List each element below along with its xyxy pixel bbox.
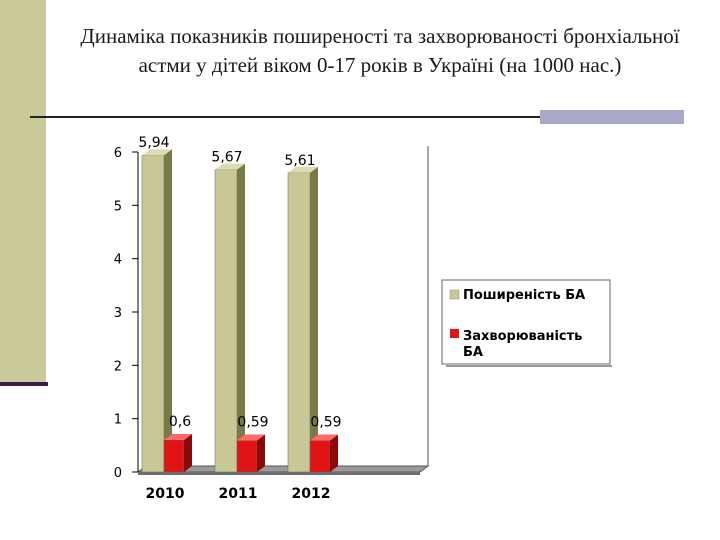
bar-top bbox=[142, 149, 172, 156]
bar-side bbox=[310, 166, 318, 473]
chart-floor-front bbox=[138, 472, 420, 475]
bar-front bbox=[287, 172, 311, 473]
x-tick-label: 2010 bbox=[146, 486, 185, 502]
bar-top bbox=[310, 434, 338, 441]
y-tick-label: 0 bbox=[114, 466, 122, 481]
bar-top bbox=[237, 434, 265, 441]
bar-side bbox=[237, 163, 245, 472]
bar-top bbox=[215, 163, 245, 170]
y-tick-label: 5 bbox=[114, 199, 122, 214]
bar-side bbox=[184, 434, 192, 472]
bar-top bbox=[288, 166, 318, 173]
legend-label: Поширеність БА bbox=[463, 288, 585, 303]
bar-front bbox=[236, 440, 258, 473]
x-axis-labels: 2010 2011 2012 bbox=[146, 486, 331, 502]
data-label: 0,59 bbox=[237, 415, 268, 431]
slide-title: Динаміка показників поширеності та захво… bbox=[80, 24, 680, 77]
bar-front bbox=[214, 169, 238, 473]
data-label: 5,61 bbox=[284, 153, 315, 169]
y-tick-label: 4 bbox=[114, 253, 122, 268]
data-label: 0,59 bbox=[310, 415, 341, 431]
data-label: 5,94 bbox=[138, 135, 169, 151]
legend-label: Захворюваність БА bbox=[463, 329, 582, 360]
legend-swatch bbox=[449, 289, 460, 300]
legend: Поширеність БА Захворюваність БА bbox=[441, 279, 612, 367]
x-tick-label: 2011 bbox=[219, 486, 258, 502]
bars: 5,94 5,67 5,61 0,6 0,59 0,59 bbox=[138, 135, 342, 473]
legend-shadow bbox=[446, 365, 612, 367]
y-tick-label: 3 bbox=[114, 306, 122, 321]
bar-front bbox=[163, 439, 185, 473]
bar-side bbox=[257, 434, 265, 472]
y-axis: 0 1 2 3 4 5 6 bbox=[114, 146, 138, 481]
bar-side bbox=[164, 149, 172, 472]
bar-front bbox=[309, 440, 331, 473]
y-tick-label: 2 bbox=[114, 359, 122, 374]
bar bbox=[309, 434, 338, 473]
x-tick-label: 2012 bbox=[292, 486, 331, 502]
bar-top bbox=[164, 434, 192, 440]
legend-swatch bbox=[450, 329, 459, 338]
bar bbox=[141, 149, 172, 473]
bar bbox=[236, 434, 265, 473]
data-label: 5,67 bbox=[211, 150, 242, 166]
bar-front bbox=[141, 154, 165, 473]
title-underline bbox=[30, 116, 540, 118]
side-decor-rule bbox=[0, 382, 48, 386]
bar-side bbox=[330, 434, 338, 472]
legend-box bbox=[441, 279, 611, 365]
y-tick-label: 6 bbox=[114, 146, 122, 161]
bar bbox=[163, 434, 192, 473]
side-decor-band bbox=[0, 0, 46, 382]
bar bbox=[214, 163, 245, 473]
y-tick-label: 1 bbox=[114, 413, 122, 428]
bar bbox=[287, 166, 318, 473]
title-underline-accent bbox=[540, 110, 684, 124]
data-label: 0,6 bbox=[169, 414, 191, 430]
